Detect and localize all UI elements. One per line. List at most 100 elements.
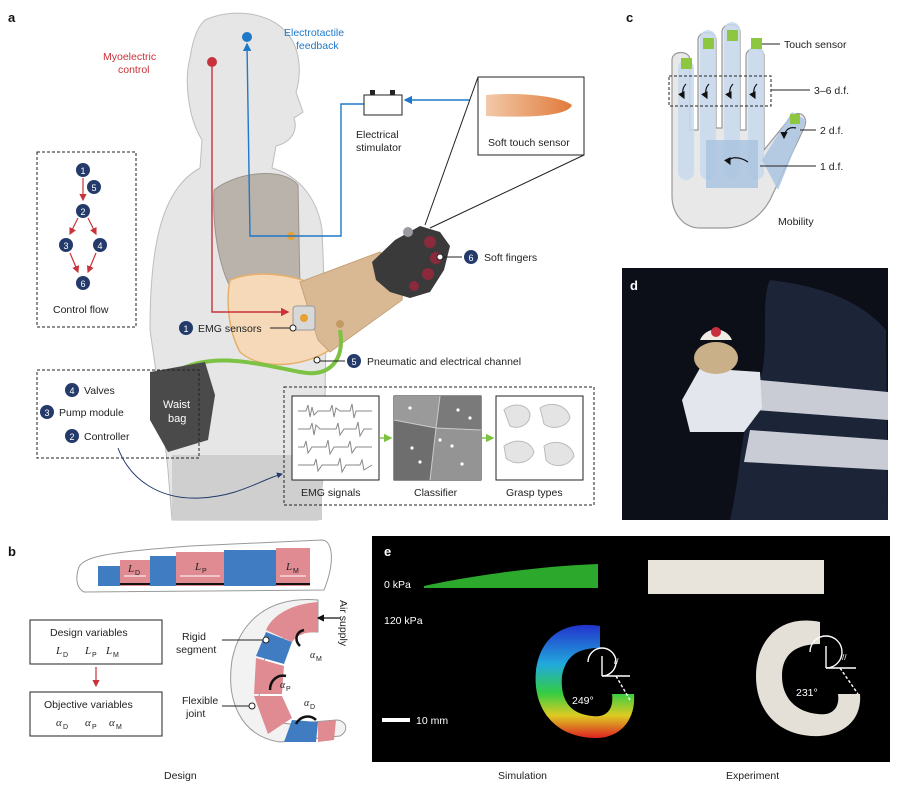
ap-label-sub: P [286,686,291,693]
flow-node-2 [76,204,90,218]
electrotactile-label-2: feedback [296,40,339,52]
emg-sensors-label: EMG sensors [198,323,262,335]
badge-2-text: 2 [69,432,74,442]
electrotactile-label-1: Electrotactile [284,27,344,39]
badge-4-text: 4 [69,386,74,396]
stimulator-label-1: Electrical [356,129,399,141]
sim-angle-marker [587,647,631,701]
sim-parallel-mark: // [614,657,619,666]
pneumatic-channel-line [174,329,343,376]
flexible-label-1: Flexible [182,695,218,707]
ov-ad: α [56,717,62,729]
myoelectric-label-2: control [118,64,150,76]
exp-bent-finger [756,620,861,737]
bent-finger [230,599,347,743]
lm-sub: M [293,568,299,575]
am-label-sub: M [316,656,322,663]
exp-parallel-mark: // [842,653,847,662]
df-36-box [668,75,772,107]
flow-node-6-text: 6 [80,279,85,289]
badge-1 [179,321,193,335]
pneumatic-module-box [36,369,200,459]
pipeline-box [283,386,595,506]
ov-ap: α [85,717,91,729]
lm-symbol: L [285,561,292,573]
flow-node-5 [87,180,101,194]
touch-sensor-pads [681,30,800,124]
objective-variables-label: Objective variables [44,699,133,711]
flow-node-3 [59,238,73,252]
channel-label: Pneumatic and electrical channel [367,356,521,368]
controller-to-classifier-line [117,447,283,499]
badge-4 [65,383,79,397]
flexible-label-2: joint [185,708,205,720]
am-label: α [310,650,316,661]
control-flow-diagram: 1 5 2 3 4 6 [59,163,107,290]
inset-callout-2 [429,154,585,229]
sim-angle-label: 249° [572,695,594,707]
classifier-label: Classifier [414,487,458,499]
dv-lp: L [84,645,91,657]
df-2-label: 2 d.f. [820,125,843,137]
mobility-label: Mobility [778,216,814,228]
badge-3 [40,405,54,419]
rotation-arrows [678,83,797,166]
kpa-0-label: 0 kPa [384,579,411,591]
sim-straight-finger [424,564,598,588]
stimulator-icon [363,90,403,116]
panel-label-a: a [8,10,16,25]
inset-callout-1 [424,76,479,226]
controller-label: Controller [84,431,130,443]
kpa-120-label: 120 kPa [384,615,423,627]
ov-ap-sub: P [92,724,97,731]
emg-sensor-device [292,305,316,331]
panel-label-c: c [626,10,633,25]
badge-2 [65,429,79,443]
ov-ad-sub: D [63,724,68,731]
badge-1-text: 1 [183,324,188,334]
waist-bag-label-1: Waist [163,399,190,411]
soft-touch-sensor-label: Soft touch sensor [488,137,570,149]
myoelectric-label-1: Myoelectric [103,51,156,63]
ad-label: α [304,698,310,709]
scale-bar [382,718,410,722]
stimulator-label-2: stimulator [356,142,402,154]
badge-5-text: 5 [351,357,356,367]
finger-tip-image [486,94,572,117]
panel-label-e: e [384,544,391,559]
finger-cross-section [76,539,332,593]
ld-sub: D [135,570,140,577]
exp-angle-marker [809,635,859,695]
design-caption: Design [164,770,197,782]
hand-outline [671,22,807,229]
badge-6-text: 6 [468,253,473,263]
grasp-types-label: Grasp types [506,487,563,499]
flow-node-2-text: 2 [80,207,85,217]
valves-label: Valves [84,385,115,397]
dv-lm-sub: M [113,652,119,659]
flow-node-4 [93,238,107,252]
flow-node-6 [76,276,90,290]
simulation-caption: Simulation [498,770,547,782]
ov-am: α [109,717,115,729]
electrotactile-dot [242,32,252,42]
grasp-hand-renders [503,403,575,466]
pump-label: Pump module [59,407,124,419]
dv-lm: L [105,645,112,657]
flow-node-5-text: 5 [91,183,96,193]
ov-am-sub: M [116,724,122,731]
badge-6 [464,250,478,264]
touch-sensor-label: Touch sensor [784,39,847,51]
design-variables-label: Design variables [50,627,128,639]
flow-node-4-text: 4 [97,241,102,251]
waist-bag-label-2: bag [168,413,186,425]
panel-label-d: d [630,278,638,293]
ap-label: α [280,680,286,691]
experiment-caption: Experiment [726,770,779,782]
sim-bent-finger [535,624,635,738]
lp-symbol: L [194,561,201,573]
dv-ld: L [55,645,62,657]
ad-label-sub: D [310,704,315,711]
control-flow-box [36,151,137,328]
